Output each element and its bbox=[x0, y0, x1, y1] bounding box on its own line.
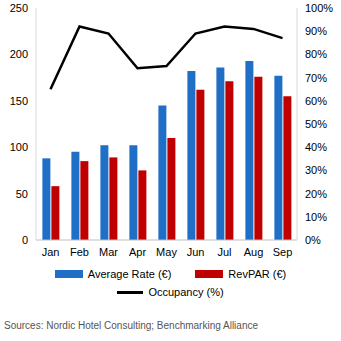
svg-text:Apr: Apr bbox=[129, 246, 146, 258]
svg-text:Jun: Jun bbox=[187, 246, 205, 258]
svg-text:150: 150 bbox=[10, 95, 28, 107]
svg-text:Sep: Sep bbox=[273, 246, 293, 258]
svg-text:Feb: Feb bbox=[70, 246, 89, 258]
svg-text:60%: 60% bbox=[305, 95, 327, 107]
svg-text:200: 200 bbox=[10, 48, 28, 60]
svg-text:0%: 0% bbox=[305, 234, 321, 246]
svg-text:100%: 100% bbox=[305, 2, 333, 14]
svg-text:Jan: Jan bbox=[42, 246, 60, 258]
svg-text:90%: 90% bbox=[305, 25, 327, 37]
svg-text:May: May bbox=[156, 246, 177, 258]
svg-text:80%: 80% bbox=[305, 48, 327, 60]
svg-text:70%: 70% bbox=[305, 72, 327, 84]
svg-text:20%: 20% bbox=[305, 188, 327, 200]
html-text:RevPAR (€): RevPAR (€) bbox=[228, 268, 287, 280]
svg-text:Aug: Aug bbox=[244, 246, 264, 258]
svg-text:100: 100 bbox=[10, 141, 28, 153]
svg-text:30%: 30% bbox=[305, 164, 327, 176]
html-text:Occupancy (%): Occupancy (%) bbox=[148, 286, 224, 298]
svg-text:Jul: Jul bbox=[217, 246, 231, 258]
html-text:Sources: Nordic Hotel Consulti: Sources: Nordic Hotel Consulting; Benchm… bbox=[4, 320, 258, 331]
svg-text:50%: 50% bbox=[305, 118, 327, 130]
svg-text:40%: 40% bbox=[305, 141, 327, 153]
svg-text:0: 0 bbox=[22, 234, 28, 246]
svg-text:Mar: Mar bbox=[99, 246, 118, 258]
svg-text:50: 50 bbox=[16, 188, 28, 200]
svg-text:10%: 10% bbox=[305, 211, 327, 223]
html-text:Average Rate (€): Average Rate (€) bbox=[87, 268, 172, 280]
svg-text:250: 250 bbox=[10, 2, 28, 14]
